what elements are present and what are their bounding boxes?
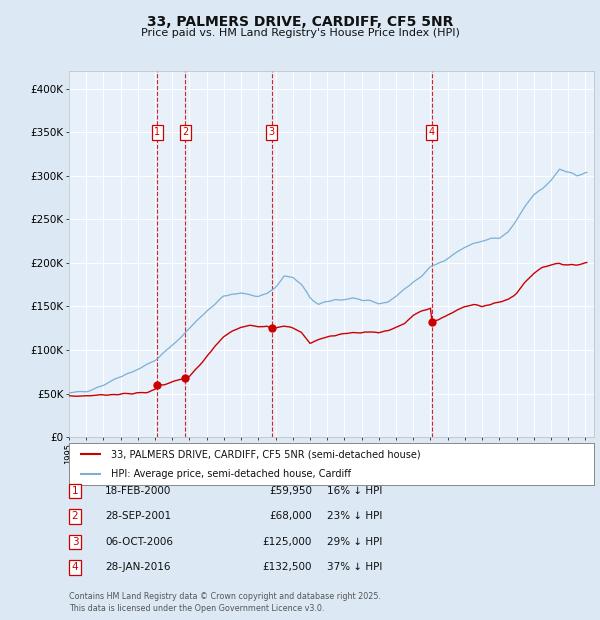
Text: £125,000: £125,000 (263, 537, 312, 547)
Text: 28-JAN-2016: 28-JAN-2016 (105, 562, 170, 572)
Text: Price paid vs. HM Land Registry's House Price Index (HPI): Price paid vs. HM Land Registry's House … (140, 28, 460, 38)
Text: 37% ↓ HPI: 37% ↓ HPI (327, 562, 382, 572)
Text: 4: 4 (71, 562, 79, 572)
Text: 18-FEB-2000: 18-FEB-2000 (105, 486, 172, 496)
Text: 06-OCT-2006: 06-OCT-2006 (105, 537, 173, 547)
Text: 1: 1 (71, 486, 79, 496)
Text: £59,950: £59,950 (269, 486, 312, 496)
Text: 16% ↓ HPI: 16% ↓ HPI (327, 486, 382, 496)
Text: 33, PALMERS DRIVE, CARDIFF, CF5 5NR (semi-detached house): 33, PALMERS DRIVE, CARDIFF, CF5 5NR (sem… (111, 450, 421, 459)
Text: 33, PALMERS DRIVE, CARDIFF, CF5 5NR: 33, PALMERS DRIVE, CARDIFF, CF5 5NR (147, 16, 453, 30)
Text: £68,000: £68,000 (269, 512, 312, 521)
Text: Contains HM Land Registry data © Crown copyright and database right 2025.
This d: Contains HM Land Registry data © Crown c… (69, 591, 381, 613)
Text: 3: 3 (71, 537, 79, 547)
Text: 1: 1 (154, 127, 160, 137)
Text: 4: 4 (429, 127, 435, 137)
Text: 3: 3 (269, 127, 275, 137)
Text: 28-SEP-2001: 28-SEP-2001 (105, 512, 171, 521)
Text: 23% ↓ HPI: 23% ↓ HPI (327, 512, 382, 521)
Text: £132,500: £132,500 (263, 562, 312, 572)
Text: 2: 2 (71, 512, 79, 521)
Text: 2: 2 (182, 127, 188, 137)
Text: HPI: Average price, semi-detached house, Cardiff: HPI: Average price, semi-detached house,… (111, 469, 351, 479)
Text: 29% ↓ HPI: 29% ↓ HPI (327, 537, 382, 547)
